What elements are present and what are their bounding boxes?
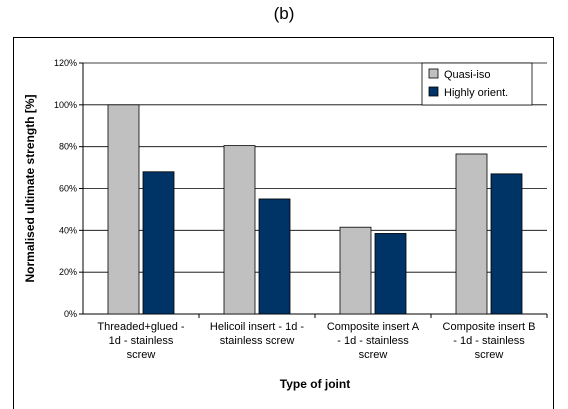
bar	[491, 174, 522, 314]
legend-swatch	[429, 87, 438, 96]
y-tick-label: 60%	[59, 184, 77, 194]
y-tick-label: 20%	[59, 267, 77, 277]
x-tick-label: Composite insert A- 1d - stainless screw	[327, 321, 420, 361]
bar	[108, 105, 139, 314]
y-tick-label: 100%	[54, 100, 77, 110]
y-tick-label: 80%	[59, 142, 77, 152]
legend-swatch	[429, 69, 438, 78]
bar	[224, 146, 255, 314]
bar	[340, 227, 371, 314]
x-axis-title: Type of joint	[280, 377, 350, 391]
y-axis-title: Normalised ultimate strength [%]	[23, 94, 37, 282]
legend-label: Quasi-iso	[444, 69, 490, 81]
bar	[375, 233, 406, 314]
bar	[143, 172, 174, 314]
x-tick-label: Composite insert B- 1d - stainless screw	[443, 321, 536, 361]
legend-label: Highly orient.	[444, 87, 508, 99]
y-tick-label: 40%	[59, 225, 77, 235]
bar	[456, 154, 487, 314]
y-tick-label: 120%	[54, 58, 77, 68]
bar	[259, 199, 290, 314]
x-tick-label: Threaded+glued -1d - stainless screw	[97, 321, 184, 361]
x-tick-label: Helicoil insert - 1d -stainless screw	[210, 321, 304, 347]
y-tick-label: 0%	[64, 309, 77, 319]
